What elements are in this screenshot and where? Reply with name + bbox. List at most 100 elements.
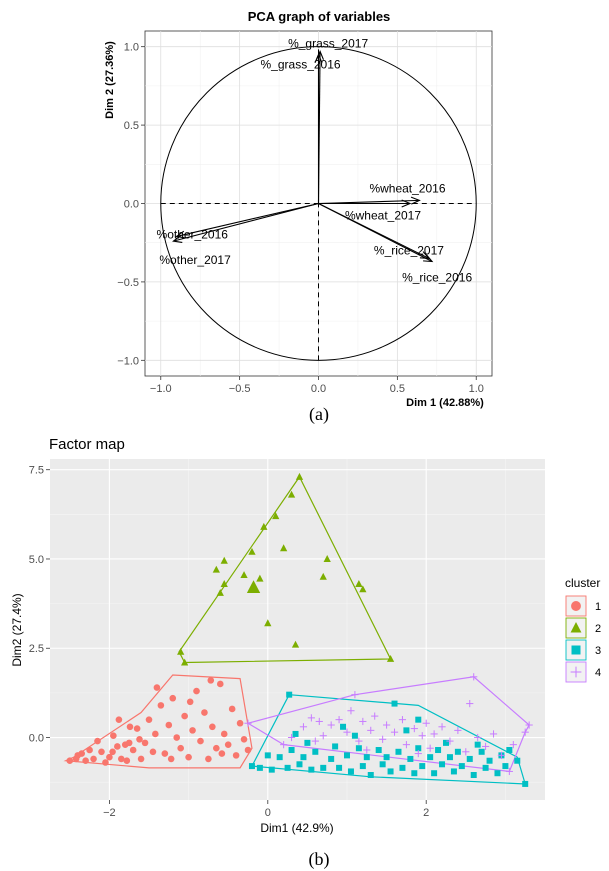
cluster-4-point [398, 716, 407, 724]
cluster-1-point [145, 716, 153, 723]
cluster-3-point [427, 754, 434, 761]
cluster-4-point [410, 724, 418, 733]
cluster-4-point [335, 716, 343, 724]
cluster-4-point [489, 730, 498, 738]
fm-y-tick-label: 0.0 [29, 733, 44, 745]
pca-x-tick-label: 0.5 [390, 383, 405, 395]
cluster-1-point [137, 755, 145, 763]
cluster-4-point [470, 673, 478, 681]
cluster-1-point [114, 743, 121, 750]
cluster-2-point [220, 580, 228, 587]
cluster-1-point [165, 721, 173, 729]
cluster-4-point [454, 726, 462, 734]
cluster-3-point [415, 745, 422, 752]
legend-label-1: 1 [595, 601, 601, 613]
cluster-4-point [363, 746, 371, 754]
cluster-3-point [415, 716, 422, 723]
cluster-3-point [435, 747, 442, 754]
cluster-3-point [502, 763, 509, 770]
cluster-4-point [438, 723, 446, 731]
pca-y-tick-label: −1.0 [117, 355, 139, 367]
pca-x-axis-label: Dim 1 (42.88%) [406, 397, 484, 409]
cluster-4-point [426, 744, 434, 752]
pca-y-ticks: −1.0 −0.5 0.0 0.5 1.0 [117, 42, 145, 367]
cluster-2-centroid [246, 580, 261, 593]
cluster-1-point [123, 757, 131, 765]
cluster-4-point [422, 719, 430, 727]
cluster-1-point [232, 752, 240, 759]
cluster-1-point [102, 759, 109, 766]
fm-x-tick-label: −2 [103, 807, 116, 819]
cluster-4-point [351, 691, 359, 699]
legend-marker-3 [571, 645, 581, 655]
cluster-3-point [383, 754, 390, 761]
cluster-3-point [454, 748, 461, 755]
cluster-1-point [161, 750, 169, 757]
cluster-3-point [359, 763, 366, 770]
cluster-1-point [205, 755, 212, 763]
cluster-3-point [458, 763, 465, 770]
cluster-1-point [66, 757, 74, 765]
cluster-1-point [82, 757, 89, 765]
cluster-3-point [466, 755, 473, 762]
cluster-3-point [379, 761, 386, 768]
cluster-1-point [207, 677, 215, 684]
pca-arrow-line [176, 202, 319, 237]
factor-map-y-axis-label: Dim2 (27.4%) [10, 593, 24, 666]
cluster-1-point [185, 753, 192, 761]
cluster-3-point [340, 723, 347, 730]
cluster-3-point [300, 754, 307, 761]
cluster-3-point [268, 766, 275, 773]
cluster-3-point [431, 770, 438, 777]
cluster-2-point [280, 544, 288, 552]
cluster-4-point [359, 717, 367, 726]
pca-y-tick-label: 0.0 [124, 199, 139, 211]
cluster-3-point [391, 700, 398, 707]
cluster-4-point [311, 737, 319, 745]
cluster-1-point [220, 730, 228, 738]
cluster-1-point [157, 702, 165, 709]
fm-y-tick-label: 7.5 [29, 465, 44, 477]
cluster-4-point [482, 742, 490, 751]
pca-y-tick-label: 1.0 [124, 42, 139, 54]
factor-map-title: Factor map [49, 436, 125, 453]
factor-map-x-ticks: −2 0 2 [103, 800, 429, 819]
cluster-3-point [399, 764, 406, 771]
cluster-2-point [260, 522, 268, 530]
cluster-4-point [371, 712, 379, 720]
cluster-3-point [514, 757, 521, 764]
pca-variable-label: %wheat_2017 [345, 209, 421, 223]
pca-y-axis-label: Dim 2 (27.36%) [104, 41, 116, 119]
cluster-1-point [141, 739, 149, 747]
cluster-3-point [375, 747, 382, 754]
cluster-1-point [152, 730, 159, 738]
pca-x-tick-label: 1.0 [469, 383, 484, 395]
cluster-3-point [482, 764, 489, 771]
cluster-2-point [323, 555, 331, 562]
pca-variable-label: %_grass_2016 [261, 58, 341, 72]
cluster-2-point [386, 654, 395, 662]
cluster-1-point [133, 725, 141, 732]
cluster-4-point [474, 733, 482, 742]
cluster-3-point [363, 754, 370, 761]
cluster-4-point [414, 749, 422, 758]
cluster-legend: cluster 1 2 3 4 [565, 576, 601, 683]
pca-arrow-head [410, 196, 421, 205]
cluster-2-point [287, 490, 296, 498]
cluster-4-point [430, 730, 438, 738]
cluster-4-point [466, 699, 474, 708]
pca-variable-label: %_rice_2016 [402, 271, 472, 285]
pca-variable-label: %other_2016 [157, 227, 229, 241]
cluster-3-point [276, 754, 283, 761]
cluster-2-point [240, 571, 248, 579]
cluster-3-point [312, 748, 319, 755]
factor-map-panel [50, 459, 545, 800]
cluster-3-point [411, 770, 418, 777]
cluster-1-point [189, 727, 196, 734]
cluster-1-point [209, 723, 216, 731]
pca-arrow-head [423, 254, 434, 263]
cluster-3-point [336, 764, 343, 771]
cluster-1-point [94, 737, 101, 745]
cluster-1-point [149, 748, 157, 756]
